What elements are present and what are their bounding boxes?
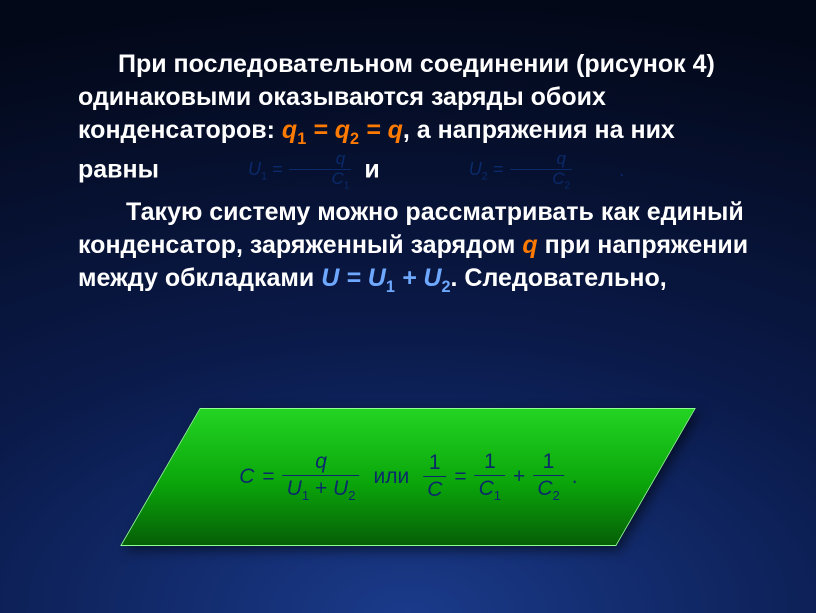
eq-q1: q1 (282, 116, 306, 144)
inline-frac-u2: U2 = q C2 . (387, 150, 627, 191)
u1-den: C1 (289, 169, 351, 192)
u2-num: q (510, 150, 572, 169)
f-den2: C (423, 477, 446, 503)
u2-den: C2 (510, 169, 572, 192)
p2-eq1: = (339, 264, 368, 292)
p1-and: и (364, 156, 386, 184)
f-num3: 1 (474, 450, 504, 475)
u1-lhs: U1 = (208, 158, 283, 184)
capacitance-formula: C = q U1 + U2 или 1 C = 1 C1 + 1 C2 . (239, 450, 577, 503)
f-or: или (373, 465, 409, 489)
formula-panel: C = q U1 + U2 или 1 C = 1 C1 + 1 C2 . (160, 408, 656, 546)
eq-q2: q2 (335, 116, 359, 144)
eq-eq1: = (306, 116, 335, 144)
f-plus: + (513, 465, 525, 489)
f-frac4: 1 C2 (533, 450, 563, 503)
f-frac2: 1 C (423, 452, 446, 503)
sub-2: 2 (350, 130, 359, 148)
f-den3: C1 (474, 475, 504, 503)
slide-body: При последовательном соединении (рисунок… (0, 0, 816, 298)
eq-eq2: = (359, 116, 388, 144)
p2-u2: U2 (423, 264, 450, 292)
p2-plus: + (395, 264, 424, 292)
p2-u1: U1 (368, 264, 395, 292)
inline-frac-u1: U1 = q C1 (166, 150, 357, 191)
f-num2: 1 (423, 452, 446, 477)
p2-q: q (522, 231, 537, 259)
f-den1: U1 + U2 (282, 475, 359, 503)
u2-lhs: U2 = (429, 158, 504, 184)
paragraph-1: При последовательном соединении (рисунок… (78, 48, 756, 192)
f-num1: q (282, 450, 359, 475)
p2-text-3: . Следовательно, (451, 264, 667, 292)
paragraph-2: Такую систему можно рассматривать как ед… (78, 196, 756, 298)
u1-num: q (289, 150, 351, 169)
f-den4: C2 (533, 475, 563, 503)
var-q2: q (335, 116, 350, 144)
sub-1: 1 (297, 130, 306, 148)
eq-qf: q (388, 116, 403, 144)
f-frac1: q U1 + U2 (282, 450, 359, 503)
parallelogram-shape: C = q U1 + U2 или 1 C = 1 C1 + 1 C2 . (120, 408, 696, 546)
f-C: C (239, 465, 254, 489)
f-dot: . (571, 465, 577, 489)
f-frac3: 1 C1 (474, 450, 504, 503)
f-eq2: = (454, 465, 466, 489)
f-eq1: = (262, 465, 274, 489)
f-num4: 1 (533, 450, 563, 475)
var-q: q (282, 116, 297, 144)
p2-u: U (321, 264, 339, 292)
